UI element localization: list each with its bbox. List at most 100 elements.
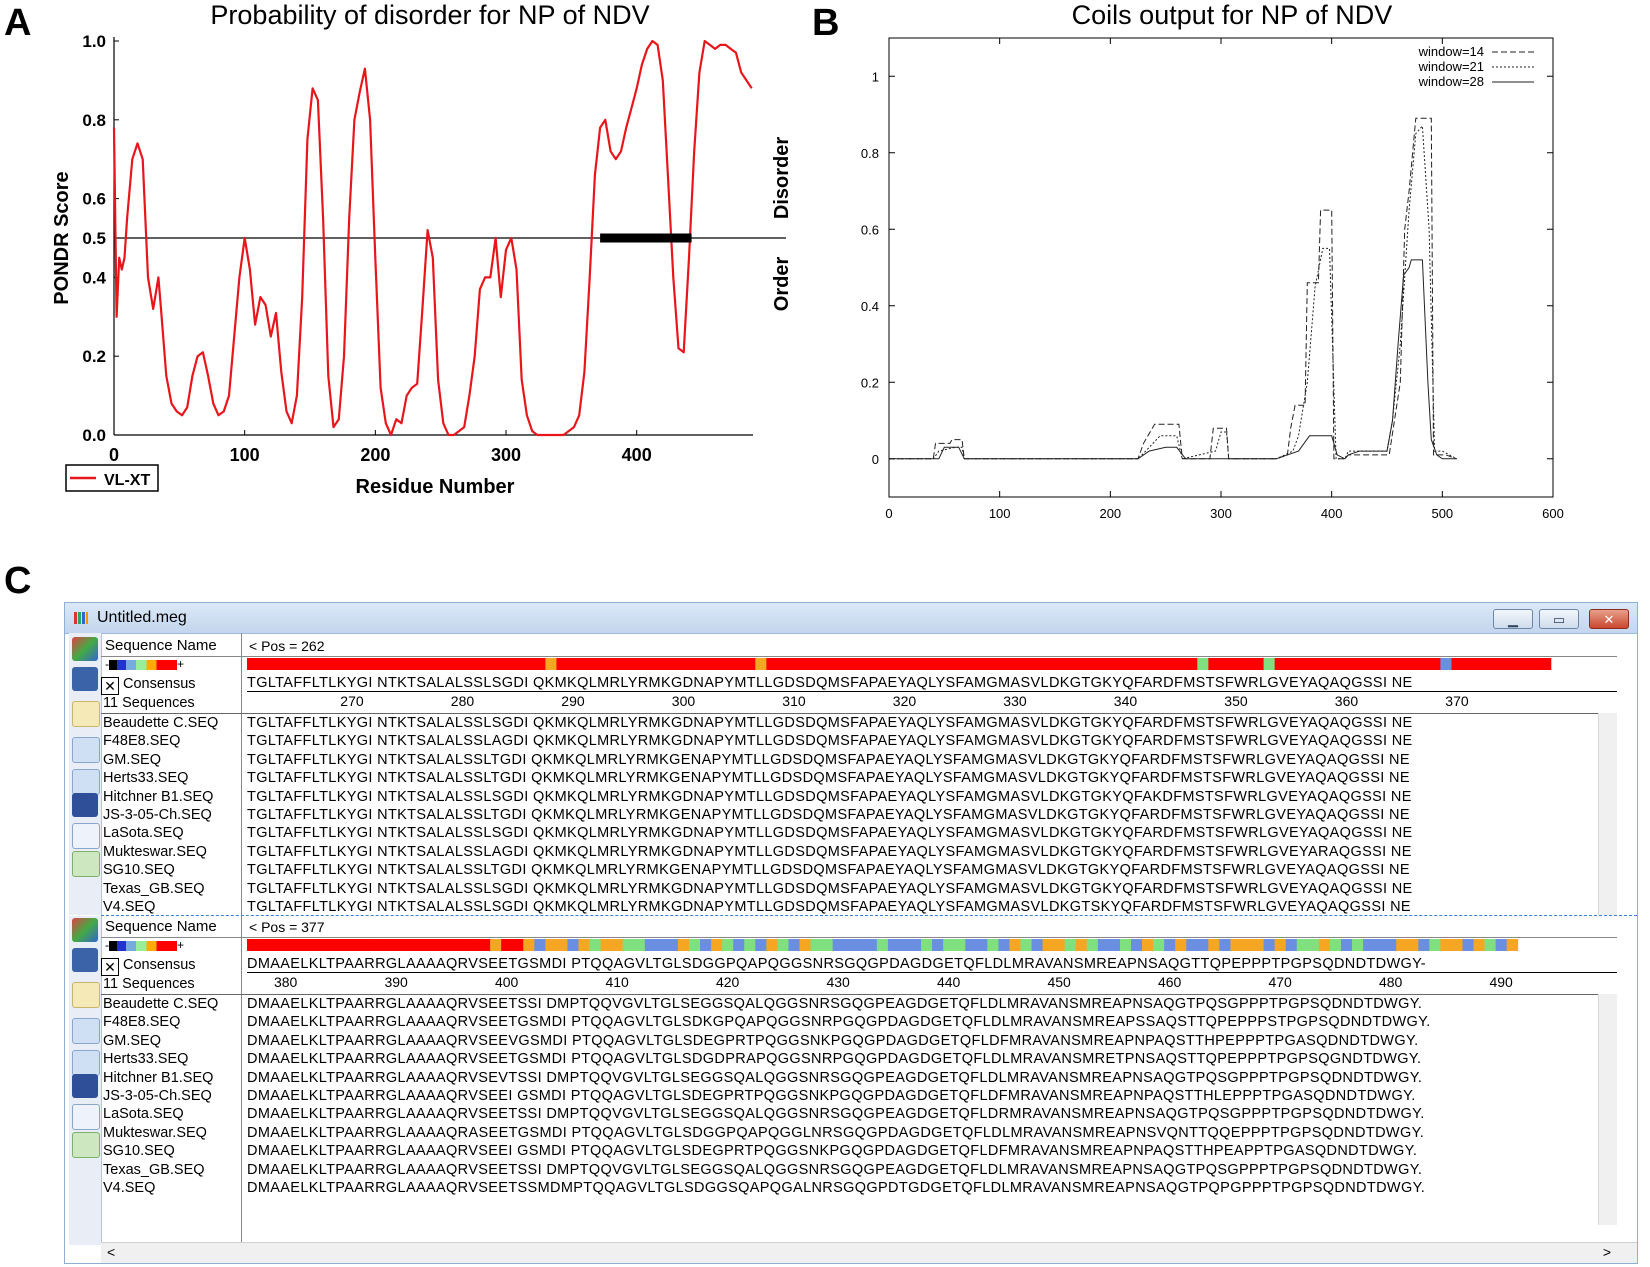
conservation-cell	[777, 939, 789, 951]
conservation-cell	[1208, 939, 1220, 951]
conservation-cell	[622, 658, 635, 670]
move-left-icon[interactable]	[72, 1050, 100, 1076]
vertical-scrollbar-1[interactable]	[1598, 713, 1617, 915]
conservation-cell	[1473, 658, 1485, 670]
conservation-cell	[965, 658, 977, 670]
conservation-cell	[1031, 658, 1043, 670]
sequence-name[interactable]: GM.SEQ	[103, 1032, 162, 1049]
aaa-light-icon[interactable]	[72, 1104, 100, 1130]
sequence-name[interactable]: Mukteswar.SEQ	[103, 1124, 207, 1141]
ruler-label: 280	[451, 693, 475, 709]
arrow-right-icon[interactable]	[72, 982, 100, 1008]
sequence-data: TGLTAFFLTLKYGI NTKTSALALSSLTGDI QKMKQLMR…	[247, 862, 1410, 879]
sequence-name[interactable]: GM.SEQ	[103, 751, 162, 768]
move-left-icon[interactable]	[72, 769, 100, 795]
mega-app-icon	[74, 612, 88, 624]
sequence-name[interactable]: Texas_GB.SEQ	[103, 880, 205, 897]
sequence-name[interactable]: V4.SEQ	[103, 1180, 156, 1196]
vertical-scrollbar-2[interactable]	[1598, 994, 1617, 1225]
conservation-cell	[810, 939, 822, 951]
legend-label: VL-XT	[104, 472, 150, 489]
sequence-data: DMAAELKLTPAARRGLAAAAQRVSEEI GSMDI PTQQAG…	[247, 1088, 1416, 1104]
move-right-icon[interactable]	[72, 1018, 100, 1044]
sequence-name[interactable]: JS-3-05-Ch.SEQ	[103, 807, 212, 823]
consensus-checkbox[interactable]: ✕	[101, 677, 119, 695]
conservation-cell	[766, 939, 778, 951]
conservation-cell	[1495, 658, 1508, 670]
chart-b-title: Coils output for NP of NDV	[1072, 0, 1393, 30]
maximize-button[interactable]: ▭	[1539, 609, 1579, 629]
scroll-right-arrow[interactable]: >	[1602, 1244, 1611, 1260]
consensus-checkbox[interactable]: ✕	[101, 958, 119, 976]
conservation-cell	[1451, 658, 1463, 670]
x-tick-label: 400	[622, 445, 652, 465]
conservation-cell	[1517, 658, 1530, 670]
conservation-cell	[1374, 939, 1386, 951]
conservation-cell	[722, 658, 734, 670]
sequence-name[interactable]: LaSota.SEQ	[103, 1106, 184, 1123]
conservation-cell	[876, 658, 889, 670]
arrow-right-icon[interactable]	[72, 701, 100, 727]
close-button[interactable]: ✕	[1589, 609, 1629, 629]
conservation-cell	[887, 658, 900, 670]
sequence-data: TGLTAFFLTLKYGI NTKTSALALSSLSGDI QKMKQLMR…	[247, 715, 1413, 731]
sequence-name[interactable]: Hitchner B1.SEQ	[103, 788, 214, 805]
sequence-name[interactable]: Hitchner B1.SEQ	[103, 1069, 214, 1086]
disorder-label: Disorder	[771, 137, 793, 219]
move-right-icon[interactable]	[72, 737, 100, 763]
conservation-cell	[1528, 658, 1541, 670]
sequence-name[interactable]: Texas_GB.SEQ	[103, 1161, 205, 1178]
window-title: Untitled.meg	[97, 609, 187, 626]
consensus-label: Consensus	[123, 957, 196, 973]
sequence-name[interactable]: V4.SEQ	[103, 899, 156, 915]
name-column-1	[101, 633, 242, 915]
sequence-name[interactable]: Beaudette C.SEQ	[103, 715, 219, 731]
sequence-name[interactable]: JS-3-05-Ch.SEQ	[103, 1088, 212, 1104]
sequence-name[interactable]: SG10.SEQ	[103, 862, 175, 879]
conservation-cell	[1053, 939, 1066, 951]
conservation-cell	[501, 658, 513, 670]
dna-icon[interactable]	[72, 918, 98, 942]
aaa-dark-icon[interactable]	[72, 1074, 98, 1098]
y-tick-label: 0.6	[82, 190, 106, 209]
download-icon[interactable]	[72, 1132, 100, 1158]
sequence-name[interactable]: F48E8.SEQ	[103, 733, 181, 750]
aaa-dark-icon[interactable]	[72, 793, 98, 817]
sequence-name[interactable]: Mukteswar.SEQ	[103, 843, 207, 860]
ruler-label: 390	[384, 974, 408, 990]
translate-icon[interactable]	[72, 667, 98, 691]
conservation-cell	[832, 658, 845, 670]
minimize-button[interactable]: ▁	[1493, 609, 1533, 629]
conservation-cell	[943, 939, 955, 951]
sequence-name[interactable]: F48E8.SEQ	[103, 1014, 181, 1031]
series-window-28	[889, 259, 1457, 460]
sequence-name[interactable]: LaSota.SEQ	[103, 825, 184, 842]
conservation-cell	[368, 939, 380, 951]
x-tick-label: 0	[885, 506, 892, 521]
conservation-cell	[1131, 658, 1143, 670]
y-tick-label: 0.8	[861, 146, 879, 161]
scroll-left-arrow[interactable]: <	[107, 1244, 116, 1260]
dna-icon[interactable]	[72, 637, 98, 661]
panel-label-c: C	[4, 560, 32, 602]
conservation-cell	[247, 658, 259, 670]
sequence-name[interactable]: Herts33.SEQ	[103, 770, 189, 787]
sequence-name[interactable]: SG10.SEQ	[103, 1143, 175, 1160]
pane-splitter[interactable]	[101, 915, 1637, 916]
conservation-cell	[1462, 658, 1474, 670]
conservation-cell	[1252, 939, 1264, 951]
conservation-cell	[633, 939, 646, 951]
aaa-light-icon[interactable]	[72, 823, 100, 849]
sequence-name[interactable]: Beaudette C.SEQ	[103, 996, 219, 1012]
download-icon[interactable]	[72, 851, 100, 877]
conservation-cell	[887, 939, 900, 951]
conservation-cell	[379, 658, 392, 670]
translate-icon[interactable]	[72, 948, 98, 972]
sequence-name[interactable]: Herts33.SEQ	[103, 1051, 189, 1068]
conservation-cell	[744, 658, 756, 670]
ruler-label: 460	[1158, 974, 1182, 990]
horizontal-scrollbar[interactable]: < >	[101, 1242, 1637, 1263]
conservation-cell	[1230, 939, 1242, 951]
conservation-cell	[821, 939, 834, 951]
conservation-cell	[1075, 939, 1088, 951]
